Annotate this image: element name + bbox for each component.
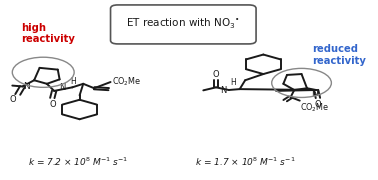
Text: CO$_2$Me: CO$_2$Me xyxy=(112,76,142,88)
FancyBboxPatch shape xyxy=(110,5,256,44)
Text: O: O xyxy=(9,95,16,104)
Text: O: O xyxy=(314,100,321,109)
Text: N: N xyxy=(221,86,227,94)
Text: high
reactivity: high reactivity xyxy=(22,23,75,44)
Text: O: O xyxy=(213,70,219,79)
Text: H: H xyxy=(231,78,236,87)
Text: N: N xyxy=(59,83,66,92)
Text: O: O xyxy=(49,100,56,109)
Text: H: H xyxy=(71,76,76,86)
Text: N: N xyxy=(311,89,318,98)
Text: CO$_2$Me: CO$_2$Me xyxy=(301,102,330,114)
Text: reduced
reactivity: reduced reactivity xyxy=(313,44,366,66)
Text: ET reaction with NO$_3$$^{•}$: ET reaction with NO$_3$$^{•}$ xyxy=(127,16,240,31)
Text: $k$ = 1.7 × 10$^8$ M$^{-1}$ s$^{-1}$: $k$ = 1.7 × 10$^8$ M$^{-1}$ s$^{-1}$ xyxy=(195,156,296,168)
Text: N: N xyxy=(23,82,30,91)
Text: $k$ = 7.2 × 10$^8$ M$^{-1}$ s$^{-1}$: $k$ = 7.2 × 10$^8$ M$^{-1}$ s$^{-1}$ xyxy=(28,156,128,168)
